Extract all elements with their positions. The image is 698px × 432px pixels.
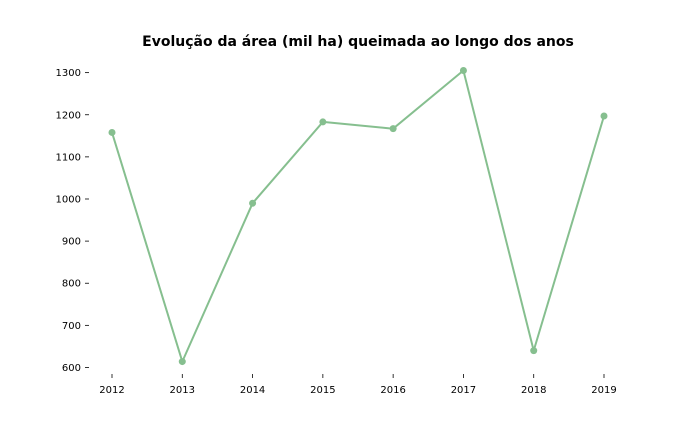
x-tick-label: 2015 [310, 385, 335, 396]
y-tick-label: 1200 [56, 110, 81, 121]
data-point [319, 118, 327, 126]
data-point [108, 128, 116, 136]
x-tick-label: 2013 [170, 385, 195, 396]
data-point [600, 112, 608, 120]
y-tick-label: 1100 [56, 152, 81, 163]
data-point [178, 358, 186, 366]
data-point [389, 125, 397, 133]
data-points [108, 67, 608, 366]
x-tick-label: 2017 [451, 385, 476, 396]
x-tick-label: 2019 [591, 385, 616, 396]
y-tick-label: 600 [62, 363, 81, 374]
data-point [249, 199, 257, 207]
x-tick-label: 2016 [380, 385, 405, 396]
y-tick-label: 800 [62, 279, 81, 290]
y-tick-label: 900 [62, 237, 81, 248]
x-tick-label: 2018 [521, 385, 546, 396]
y-tick-label: 700 [62, 321, 81, 332]
y-axis: 600 700 800 900 1000 1100 1200 1300 [56, 68, 89, 374]
series-line [111, 69, 605, 363]
x-axis: 2012 2013 2014 2015 2016 2017 2018 2019 [99, 374, 617, 396]
y-tick-label: 1300 [56, 68, 81, 79]
chart-title: Evolução da área (mil ha) queimada ao lo… [142, 34, 574, 50]
data-point [530, 347, 538, 355]
x-tick-label: 2012 [99, 385, 124, 396]
x-tick-label: 2014 [240, 385, 265, 396]
data-point [459, 67, 467, 75]
y-tick-label: 1000 [56, 194, 81, 205]
